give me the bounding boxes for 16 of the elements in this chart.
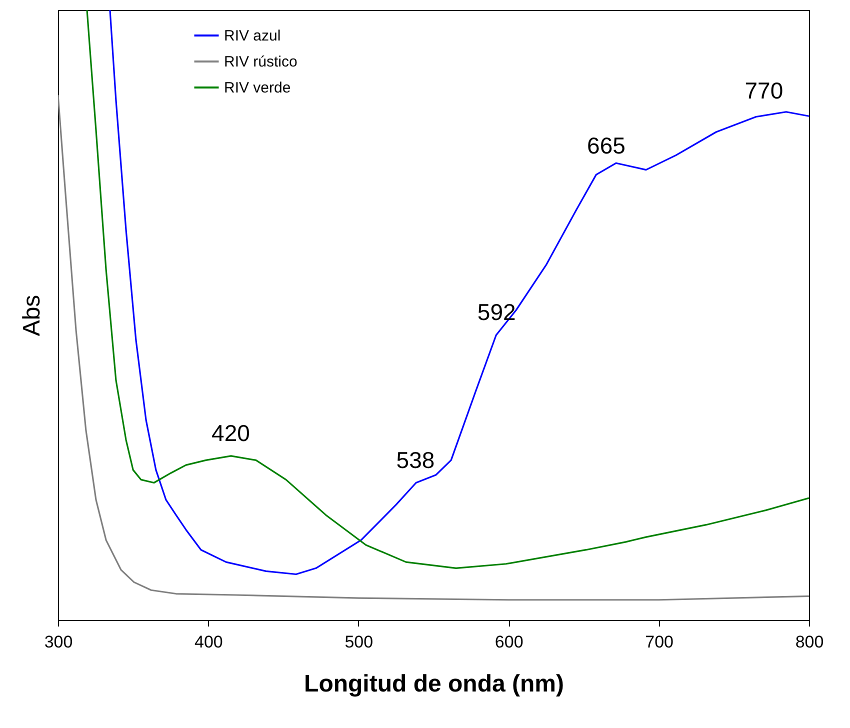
x-tick-label: 700 — [645, 632, 674, 652]
x-tick-label: 800 — [795, 632, 824, 652]
x-tick-label: 400 — [194, 632, 223, 652]
x-axis-title: Longitud de onda (nm) — [304, 670, 564, 698]
annotation: 538 — [396, 446, 435, 473]
x-tick-label: 300 — [44, 632, 73, 652]
annotation: 592 — [477, 299, 516, 326]
y-axis-title: Abs — [18, 294, 46, 336]
annotation: 770 — [744, 78, 784, 104]
annotation: 420 — [212, 420, 250, 446]
legend-label: RIV rústico — [224, 54, 298, 70]
x-tick-label: 600 — [494, 632, 524, 652]
annotation: 665 — [587, 132, 626, 159]
legend-label: RIV azul — [224, 28, 281, 44]
legend-label: RIV verde — [224, 80, 291, 96]
x-tick-label: 500 — [344, 632, 374, 652]
